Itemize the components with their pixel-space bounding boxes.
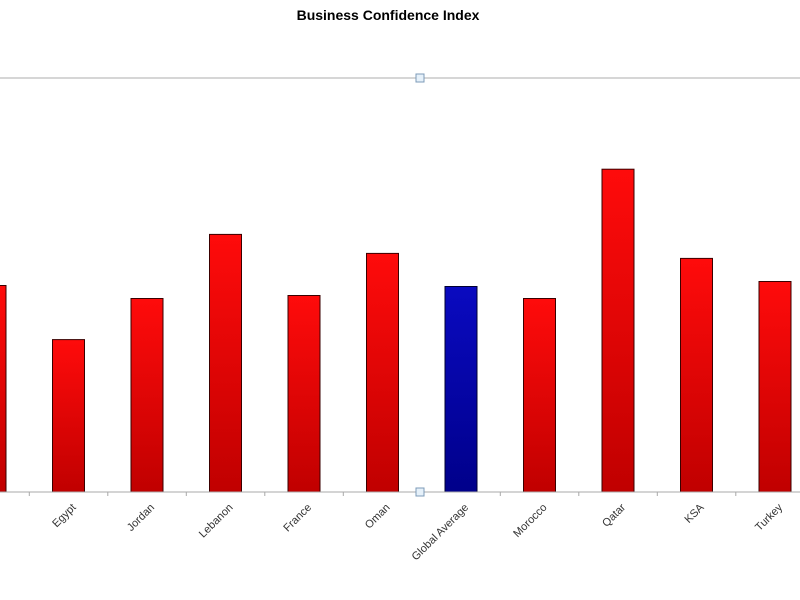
bar-morocco[interactable] (523, 298, 556, 493)
x-tick-label-ksa: KSA (683, 501, 708, 526)
bar-france[interactable] (287, 295, 321, 493)
bar-lebanon[interactable] (209, 233, 242, 493)
x-tick-label-morocco: Morocco (511, 502, 549, 540)
x-tick-label-global-average: Global Average (410, 502, 472, 564)
selection-handle-bottom[interactable] (415, 487, 425, 497)
bar-egypt[interactable] (52, 339, 85, 493)
bar-oman[interactable] (366, 252, 399, 493)
x-tick-label-egypt: Egypt (50, 502, 78, 530)
x-axis-ticks (28, 492, 737, 496)
bar-first[interactable] (0, 285, 7, 493)
x-axis-labels: Egypt Jordan Lebanon France Oman Global Avera… (50, 501, 785, 563)
selection-handle-top[interactable] (415, 73, 425, 83)
bar-turkey[interactable] (758, 281, 792, 493)
x-tick-label-oman: Oman (363, 502, 393, 532)
bar-qatar[interactable] (601, 168, 635, 493)
bar-global-average[interactable] (444, 286, 478, 493)
x-tick-label-lebanon: Lebanon (197, 502, 236, 541)
bar-ksa[interactable] (680, 257, 713, 493)
bar-jordan[interactable] (130, 298, 164, 493)
x-tick-label-qatar: Qatar (600, 501, 628, 529)
x-tick-label-turkey: Turkey (753, 501, 785, 533)
bars-group (0, 168, 792, 493)
x-tick-label-france: France (281, 502, 314, 535)
chart-title: Business Confidence Index (296, 7, 480, 23)
x-tick-label-jordan: Jordan (125, 502, 157, 534)
